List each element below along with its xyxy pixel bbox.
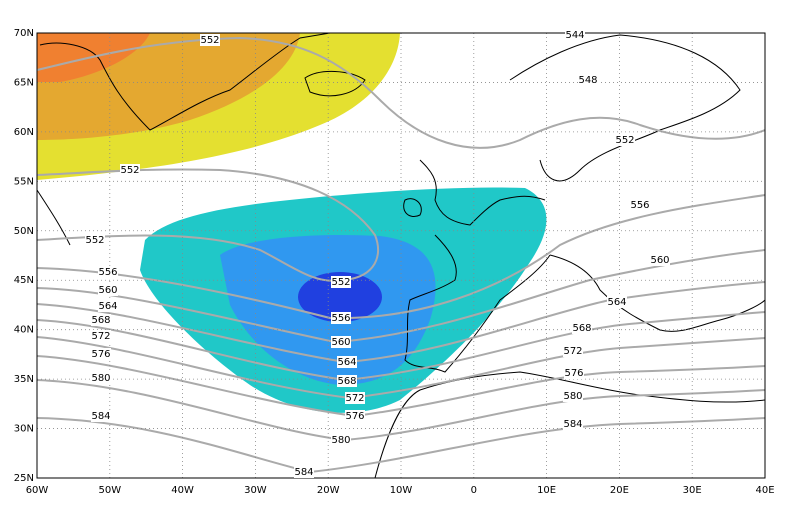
contour-label: 564 — [337, 357, 356, 368]
latitude-label: 35N — [14, 374, 34, 385]
contour-label: 552 — [85, 235, 104, 246]
contour-label: 560 — [331, 337, 350, 348]
longitude-label: 0 — [471, 485, 477, 496]
contour-label: 584 — [563, 419, 582, 430]
map-area — [37, 33, 765, 478]
labels: 60W 50W 40W 30W 20W 10W 0 10E 20E 30E 40E 70N 65N 60N… — [14, 28, 775, 496]
contour-label-bg — [331, 336, 351, 348]
contour-label-bg — [345, 392, 365, 404]
contour-label-bg — [85, 234, 105, 246]
contour-label: 560 — [650, 255, 669, 266]
contour-label: 580 — [563, 391, 582, 402]
contour-label: 584 — [294, 467, 313, 478]
coastlines — [37, 33, 765, 478]
latitude-label: 40N — [14, 325, 34, 336]
contour-label: 556 — [630, 200, 649, 211]
latitude-label: 25N — [14, 473, 34, 484]
contour-label: 556 — [98, 267, 117, 278]
contour-label-bg — [615, 134, 635, 146]
contour-label-bg — [563, 418, 583, 430]
contour-label-bg — [630, 199, 650, 211]
contour-label-bg — [563, 345, 583, 357]
contour-label-bg — [91, 348, 111, 360]
contour-label: 576 — [345, 411, 364, 422]
contour-label: 552 — [331, 277, 350, 288]
latitude-label: 60N — [14, 127, 34, 138]
graticule — [37, 33, 765, 478]
contour-label-bg — [572, 322, 592, 334]
contour-label: 548 — [578, 75, 597, 86]
contour-label-bg — [91, 314, 111, 326]
contour-label: 572 — [563, 346, 582, 357]
contour-label-bg — [98, 284, 118, 296]
contour-label-bg — [565, 29, 585, 41]
latitude-label: 30N — [14, 424, 34, 435]
contour-label: 568 — [572, 323, 591, 334]
contour-label: 564 — [98, 301, 117, 312]
longitude-label: 60W — [26, 485, 49, 496]
contour-label-bg — [294, 466, 314, 478]
longitude-label: 50W — [98, 485, 121, 496]
longitude-label: 30W — [244, 485, 267, 496]
contour-label: 580 — [331, 435, 350, 446]
latitude-label: 50N — [14, 226, 34, 237]
contour-label-bg — [564, 367, 584, 379]
anomaly-dark-blue — [298, 272, 382, 322]
contour-label: 580 — [91, 373, 110, 384]
contour-label-bg — [98, 266, 118, 278]
longitude-label: 40W — [171, 485, 194, 496]
map-frame — [36, 32, 766, 479]
longitude-label: 30E — [683, 485, 702, 496]
contour-label-bg — [331, 312, 351, 324]
contour-label: 568 — [337, 376, 356, 387]
contour-label: 576 — [564, 368, 583, 379]
contour-label-bg — [331, 434, 351, 446]
contour-label-bg — [563, 390, 583, 402]
contour-label-bg — [91, 410, 111, 422]
contour-label-bg — [91, 330, 111, 342]
longitude-label: 20W — [317, 485, 340, 496]
longitude-label: 10W — [390, 485, 413, 496]
contour-label: 544 — [565, 30, 584, 41]
contour-label-bg — [650, 254, 670, 266]
longitude-label: 40E — [755, 485, 774, 496]
contour-label-bg — [337, 375, 357, 387]
contour-label: 584 — [91, 411, 110, 422]
longitude-label: 20E — [610, 485, 629, 496]
latitude-label: 55N — [14, 176, 34, 187]
contour-label: 564 — [607, 297, 626, 308]
contour-label-bg — [331, 276, 351, 288]
latitude-label: 45N — [14, 275, 34, 286]
latitude-label: 70N — [14, 28, 34, 39]
contour-label-bg — [120, 164, 140, 176]
contour-label-bg — [91, 372, 111, 384]
contour-label-bg — [345, 410, 365, 422]
contour-label: 560 — [98, 285, 117, 296]
contours — [37, 36, 765, 474]
contour-label-bg — [337, 356, 357, 368]
contour-label: 552 — [200, 35, 219, 46]
contour-label: 576 — [91, 349, 110, 360]
contour-label: 568 — [91, 315, 110, 326]
contour-label-bg — [98, 300, 118, 312]
contour-label: 552 — [615, 135, 634, 146]
longitude-label: 10E — [537, 485, 556, 496]
contour-label: 572 — [345, 393, 364, 404]
contour-label: 552 — [120, 165, 139, 176]
contour-label-bg — [607, 296, 627, 308]
contour-label: 556 — [331, 313, 350, 324]
contour-label-bg — [200, 34, 220, 46]
contour-label-bg — [578, 74, 598, 86]
contour-label: 572 — [91, 331, 110, 342]
latitude-label: 65N — [14, 77, 34, 88]
